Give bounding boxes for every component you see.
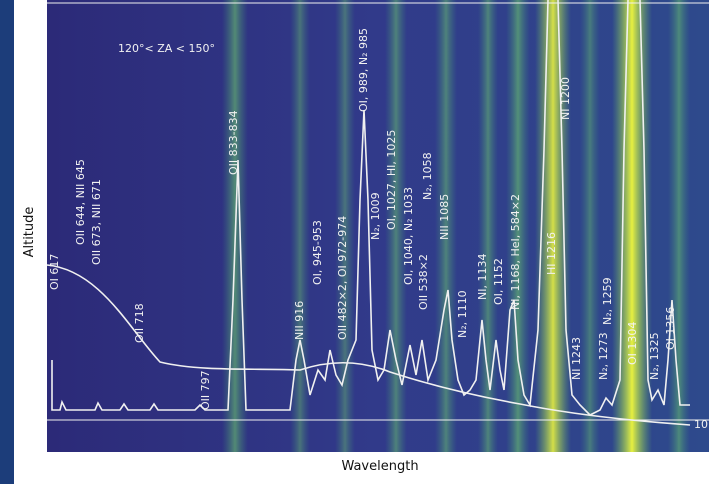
line-annotation: OI 1304 xyxy=(626,322,639,365)
side-band xyxy=(0,0,14,484)
line-annotation: N₂, 1325 xyxy=(648,332,661,380)
line-annotation: OI, 945-953 xyxy=(311,220,324,285)
line-annotation: OI, 1027, HI, 1025 xyxy=(385,130,398,230)
line-annotation: OI 1356 xyxy=(664,307,677,350)
line-annotation: NI, 1134 xyxy=(476,254,489,300)
line-annotation: NI 1243 xyxy=(570,337,583,380)
line-annotation: OII 482×2, OI 972-974 xyxy=(336,216,349,340)
y-axis-label: Altitude xyxy=(22,207,37,258)
line-annotation: NI 1200 xyxy=(559,77,572,120)
line-annotation: OII 797 xyxy=(199,370,212,410)
line-annotation: 10 xyxy=(694,418,708,431)
line-annotation: OII 833-834 xyxy=(227,110,240,175)
spectrum-trace xyxy=(46,0,709,426)
line-annotation: OII 673, NII 671 xyxy=(90,179,103,265)
line-annotation: NII 916 xyxy=(293,301,306,340)
line-annotation: OI, 1040, N₂ 1033 xyxy=(402,187,415,285)
line-annotation: OI, 989, N₂ 985 xyxy=(357,28,370,112)
line-annotation: N₂, 1259 xyxy=(601,277,614,325)
line-annotation: NI, 1168, HeI, 584×2 xyxy=(509,194,522,310)
line-annotation: NII 1085 xyxy=(438,194,451,240)
line-annotation: OI, 1152 xyxy=(492,258,505,305)
line-annotation: N₂, 1110 xyxy=(456,290,469,338)
emission-bands xyxy=(222,0,690,452)
line-annotation: OII 644, NII 645 xyxy=(74,159,87,245)
condition-label: 120°< ZA < 150° xyxy=(118,42,215,55)
line-annotation: HI 1216 xyxy=(545,232,558,275)
line-annotation: OII 718 xyxy=(133,303,146,343)
line-annotation: N₂, 1058 xyxy=(421,152,434,200)
line-annotation: OI 617 xyxy=(48,254,61,290)
line-annotation: N₂, 1273 xyxy=(597,332,610,380)
x-axis-label: Wavelength xyxy=(341,459,418,474)
line-annotation: N₂, 1009 xyxy=(369,192,382,240)
line-annotation: OII 538×2 xyxy=(417,254,430,310)
